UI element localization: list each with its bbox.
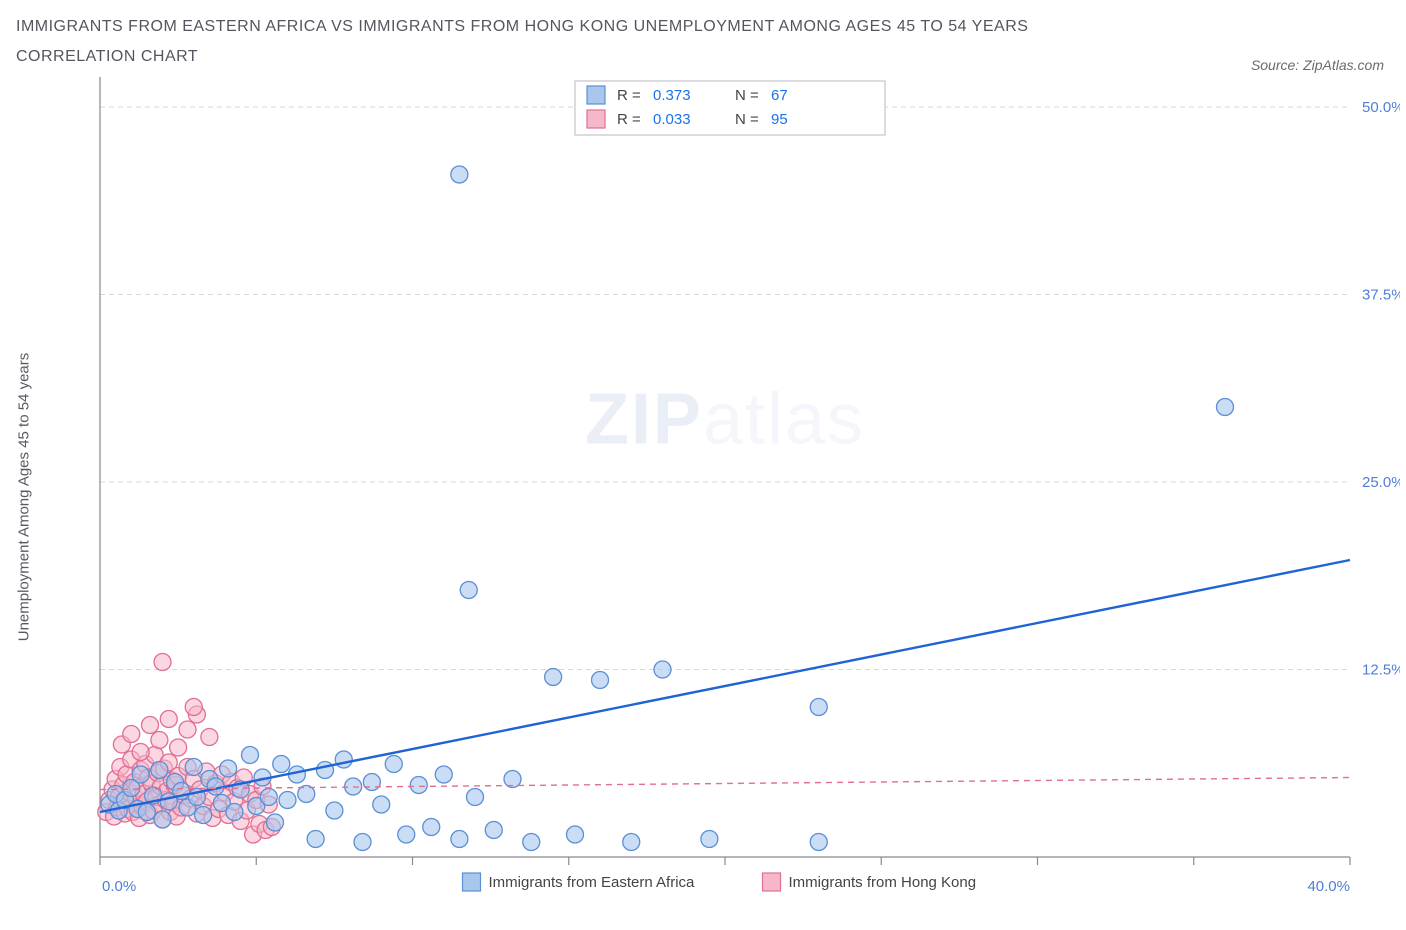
scatter-point — [423, 818, 440, 835]
scatter-point — [567, 826, 584, 843]
scatter-point — [317, 761, 334, 778]
bottom-legend-label: Immigrants from Eastern Africa — [489, 874, 696, 891]
scatter-point — [160, 710, 177, 727]
scatter-point — [242, 746, 259, 763]
scatter-chart: ZIPatlas 12.5% 25.0% 37.5% 50.0% 0.0% 40.0% R =… — [60, 77, 1400, 917]
legend-n-label: N = — [735, 87, 759, 104]
scatter-point — [195, 806, 212, 823]
scatter-point — [123, 725, 140, 742]
y-axis-label: Unemployment Among Ages 45 to 54 years — [16, 353, 33, 642]
title-line-1: IMMIGRANTS FROM EASTERN AFRICA VS IMMIGR… — [16, 12, 1028, 42]
legend-n-value: 95 — [771, 111, 788, 128]
scatter-point — [623, 833, 640, 850]
scatter-point — [267, 814, 284, 831]
scatter-point — [810, 698, 827, 715]
scatter-point — [460, 581, 477, 598]
legend-n-value: 67 — [771, 87, 788, 104]
scatter-point — [132, 743, 149, 760]
scatter-point — [220, 760, 237, 777]
scatter-point — [485, 821, 502, 838]
scatter-point — [307, 830, 324, 847]
bottom-legend-label: Immigrants from Hong Kong — [789, 874, 977, 891]
scatter-point — [545, 668, 562, 685]
scatter-point — [654, 661, 671, 678]
scatter-point — [138, 803, 155, 820]
bottom-legend-swatch — [463, 873, 481, 891]
scatter-point — [154, 811, 171, 828]
scatter-point — [373, 796, 390, 813]
chart-title: IMMIGRANTS FROM EASTERN AFRICA VS IMMIGR… — [16, 12, 1028, 73]
scatter-point — [185, 698, 202, 715]
source-prefix: Source: — [1251, 57, 1303, 73]
x-tick-label: 0.0% — [102, 878, 136, 895]
legend-r-label: R = — [617, 87, 641, 104]
legend-swatch — [587, 110, 605, 128]
scatter-point — [592, 671, 609, 688]
legend-swatch — [587, 86, 605, 104]
source-attribution: Source: ZipAtlas.com — [1251, 57, 1390, 73]
series-0 — [101, 166, 1234, 851]
trend-line — [100, 777, 1350, 789]
scatter-point — [363, 773, 380, 790]
bottom-legend-swatch — [763, 873, 781, 891]
scatter-point — [260, 788, 277, 805]
scatter-point — [151, 731, 168, 748]
scatter-point — [435, 766, 452, 783]
chart-container: Unemployment Among Ages 45 to 54 years Z… — [16, 77, 1390, 917]
scatter-point — [354, 833, 371, 850]
scatter-point — [1217, 398, 1234, 415]
scatter-point — [142, 716, 159, 733]
legend-r-value: 0.033 — [653, 111, 691, 128]
scatter-point — [335, 751, 352, 768]
legend-r-label: R = — [617, 111, 641, 128]
scatter-point — [273, 755, 290, 772]
scatter-point — [385, 755, 402, 772]
scatter-point — [326, 802, 343, 819]
scatter-point — [201, 728, 218, 745]
title-line-2: CORRELATION CHART — [16, 42, 1028, 72]
header-row: IMMIGRANTS FROM EASTERN AFRICA VS IMMIGR… — [16, 12, 1390, 73]
scatter-point — [701, 830, 718, 847]
x-tick-label: 40.0% — [1307, 878, 1350, 895]
scatter-point — [185, 758, 202, 775]
scatter-point — [154, 653, 171, 670]
y-tick-label: 50.0% — [1362, 99, 1400, 116]
y-tick-label: 37.5% — [1362, 286, 1400, 303]
scatter-point — [179, 721, 196, 738]
source-name: ZipAtlas.com — [1303, 57, 1384, 73]
scatter-point — [226, 803, 243, 820]
scatter-point — [398, 826, 415, 843]
legend-r-value: 0.373 — [653, 87, 691, 104]
scatter-point — [170, 739, 187, 756]
scatter-point — [451, 830, 468, 847]
y-tick-label: 12.5% — [1362, 661, 1400, 678]
legend-n-label: N = — [735, 111, 759, 128]
trend-line — [100, 560, 1350, 812]
y-tick-label: 25.0% — [1362, 474, 1400, 491]
scatter-point — [151, 761, 168, 778]
scatter-point — [132, 766, 149, 783]
scatter-point — [410, 776, 427, 793]
scatter-point — [810, 833, 827, 850]
scatter-point — [523, 833, 540, 850]
scatter-point — [467, 788, 484, 805]
scatter-point — [451, 166, 468, 183]
watermark: ZIPatlas — [585, 379, 865, 459]
scatter-point — [279, 791, 296, 808]
